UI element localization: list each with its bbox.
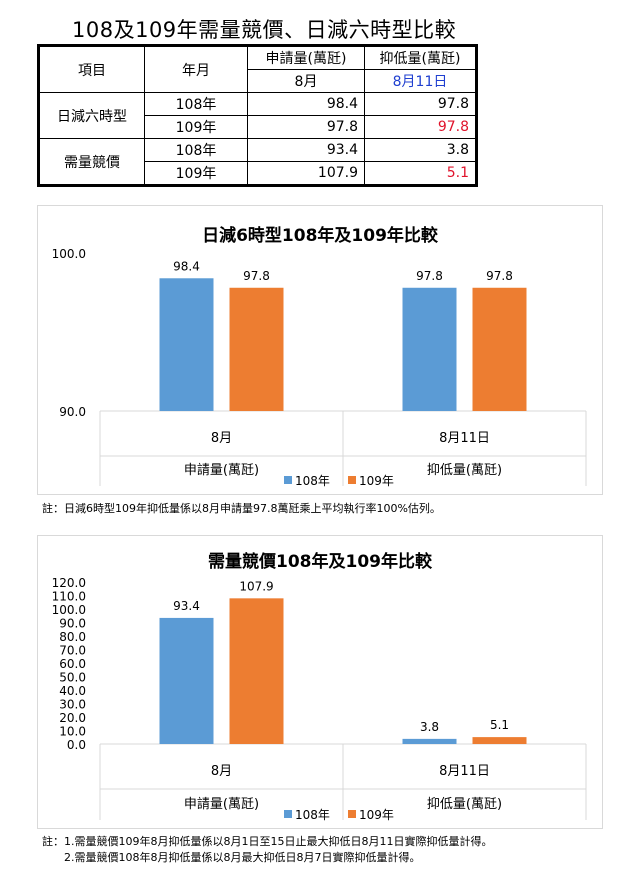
chart-box-demand: 需量競價108年及109年比較 0.0 10.0 20.0 30.0 40.0 50.0 60… — [37, 535, 603, 829]
y-tick-label: 20.0 — [59, 711, 86, 725]
y-tick-label: 0.0 — [67, 738, 86, 752]
legend-label: 108年 — [295, 474, 330, 488]
x-tick-label: 8月 — [211, 431, 232, 446]
data-label: 98.4 — [173, 259, 200, 273]
x-tick-label: 8月11日 — [439, 764, 490, 779]
bar — [229, 598, 284, 744]
comparison-table: 項目 年月 申請量(萬瓩) 抑低量(萬瓩) 8月 8月11日 日減六時型 108… — [37, 44, 478, 187]
y-tick-label: 70.0 — [59, 644, 86, 658]
x-group-label: 申請量(萬瓩) — [184, 797, 259, 812]
bar — [402, 287, 457, 411]
row-suppress: 3.8 — [364, 138, 477, 162]
x-tick-label: 8月11日 — [439, 431, 490, 446]
subheader-apply: 8月 — [247, 69, 365, 93]
group-name: 日減六時型 — [38, 92, 145, 139]
data-label: 107.9 — [239, 579, 273, 593]
x-group-label: 申請量(萬瓩) — [184, 463, 259, 478]
bar — [229, 287, 284, 411]
y-tick-label: 50.0 — [59, 671, 86, 685]
data-label: 97.8 — [243, 269, 270, 283]
data-label: 3.8 — [420, 720, 439, 734]
header-item: 項目 — [38, 45, 145, 93]
chart-box-daily: 日減6時型108年及109年比較 90.0 100.0 98.4 97.8 8月申請量(萬… — [37, 205, 603, 495]
legend-label: 109年 — [359, 474, 394, 488]
legend-label: 109年 — [359, 808, 394, 822]
y-tick-label: 110.0 — [52, 590, 86, 604]
bar — [472, 737, 527, 744]
y-tick-label: 40.0 — [59, 684, 86, 698]
y-tick-label: 100.0 — [52, 603, 86, 617]
header-month: 年月 — [144, 45, 248, 93]
data-label: 5.1 — [490, 718, 509, 732]
y-tick-label: 80.0 — [59, 630, 86, 644]
header-suppress: 抑低量(萬瓩) — [364, 45, 477, 70]
legend-swatch — [348, 810, 356, 818]
chart-title: 需量競價108年及109年比較 — [208, 551, 433, 572]
row-apply: 93.4 — [247, 138, 365, 162]
legend-swatch — [284, 476, 292, 484]
y-tick-label: 60.0 — [59, 657, 86, 671]
page-title: 108及109年需量競價、日減六時型比較 — [72, 18, 457, 42]
daily-six-hour-chart: 日減6時型108年及109年比較 90.0 100.0 98.4 97.8 8月申請量(萬… — [52, 225, 587, 488]
chart-title: 日減6時型108年及109年比較 — [202, 225, 439, 246]
row-apply: 98.4 — [247, 92, 365, 116]
y-tick-label: 100.0 — [52, 247, 86, 261]
x-group-label: 抑低量(萬瓩) — [427, 463, 502, 478]
bar — [472, 287, 527, 411]
bar — [402, 738, 457, 744]
bar — [159, 617, 214, 744]
row-year: 109年 — [144, 115, 248, 139]
row-suppress: 97.8 — [364, 92, 477, 116]
row-apply: 97.8 — [247, 115, 365, 139]
legend-label: 108年 — [295, 808, 330, 822]
row-suppress: 5.1 — [364, 161, 477, 186]
data-label: 97.8 — [416, 269, 443, 283]
row-year: 109年 — [144, 161, 248, 186]
group-name: 需量競價 — [38, 138, 145, 186]
demand-bidding-chart: 需量競價108年及109年比較 0.010.020.030.040.050.060… — [52, 551, 587, 822]
y-tick-label: 10.0 — [59, 725, 86, 739]
legend-swatch — [348, 476, 356, 484]
header-apply: 申請量(萬瓩) — [247, 45, 365, 70]
note-demand-1: 註：1.需量競價109年8月抑低量係以8月1日至15日止最大抑低日8月11日實際… — [42, 835, 493, 848]
y-tick-label: 120.0 — [52, 576, 86, 590]
row-year: 108年 — [144, 138, 248, 162]
subheader-suppress: 8月11日 — [364, 69, 477, 93]
row-apply: 107.9 — [247, 161, 365, 186]
x-group-label: 抑低量(萬瓩) — [427, 797, 502, 812]
row-suppress: 97.8 — [364, 115, 477, 139]
x-tick-label: 8月 — [211, 764, 232, 779]
data-label: 93.4 — [173, 599, 200, 613]
y-tick-label: 30.0 — [59, 698, 86, 712]
note-demand-2: 2.需量競價108年8月抑低量係以8月最大抑低日8月7日實際抑低量計得。 — [64, 851, 421, 864]
y-tick-label: 90.0 — [59, 405, 86, 419]
data-label: 97.8 — [486, 269, 513, 283]
row-year: 108年 — [144, 92, 248, 116]
legend-swatch — [284, 810, 292, 818]
bar — [159, 278, 214, 411]
y-tick-label: 90.0 — [59, 617, 86, 631]
note-daily: 註：日減6時型109年抑低量係以8月申請量97.8萬瓩乘上平均執行率100%估列… — [42, 502, 441, 515]
